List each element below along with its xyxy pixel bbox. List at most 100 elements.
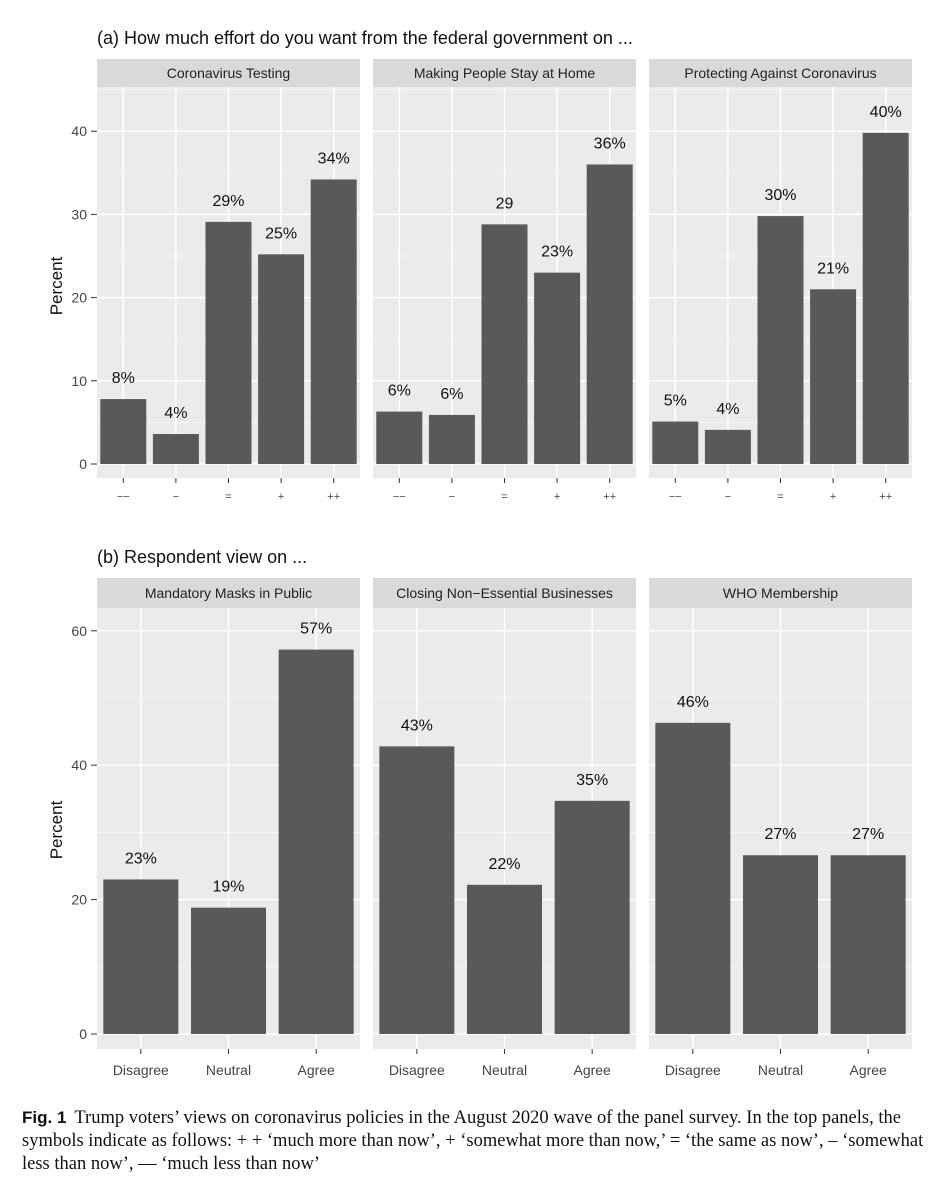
y-axis-label: Percent	[47, 800, 66, 859]
x-tick-label: +	[830, 491, 836, 503]
x-tick-label: Disagree	[389, 1062, 445, 1078]
x-tick-label: =	[225, 491, 231, 503]
bar	[100, 399, 147, 464]
bar-value-label: 36%	[594, 135, 626, 152]
y-tick-label: 30	[71, 206, 87, 222]
bar-value-label: 57%	[300, 621, 332, 638]
x-tick-label: ++	[327, 491, 340, 503]
bar-value-label: 8%	[112, 370, 135, 387]
x-tick-label: −−	[393, 491, 406, 503]
bar-value-label: 40%	[870, 104, 902, 121]
y-tick-label: 20	[71, 290, 87, 306]
x-tick-label: Agree	[297, 1062, 335, 1078]
bar	[152, 434, 199, 464]
x-tick-label: −−	[669, 491, 682, 503]
x-tick-label: −	[449, 491, 455, 503]
caption-text: Trump voters’ views on coronavirus polic…	[22, 1108, 924, 1174]
bar	[704, 429, 751, 464]
bar	[757, 216, 804, 464]
facet-strip	[97, 59, 360, 87]
bar-value-label: 27%	[852, 826, 884, 843]
y-tick-label: 10	[71, 373, 87, 389]
bar	[655, 722, 731, 1034]
bar	[278, 649, 354, 1034]
bar-value-label: 46%	[677, 694, 709, 711]
bar-value-label: 6%	[388, 383, 411, 400]
x-tick-label: Agree	[849, 1062, 887, 1078]
x-tick-label: −	[173, 491, 179, 503]
bar	[743, 855, 818, 1034]
x-tick-label: −	[725, 491, 731, 503]
bar	[310, 179, 357, 464]
figure: (a) How much effort do you want from the…	[47, 28, 912, 1078]
panel-section-title: (b) Respondent view on ...	[97, 547, 307, 567]
bar	[586, 164, 633, 465]
facet-title: Closing Non−Essential Businesses	[396, 585, 613, 601]
bar-value-label: 27%	[764, 826, 796, 843]
y-tick-label: 40	[71, 757, 87, 773]
y-tick-label: 40	[71, 123, 87, 139]
panel-section-title: (a) How much effort do you want from the…	[97, 28, 633, 48]
facet-strip	[97, 578, 360, 608]
bar	[554, 800, 630, 1034]
x-tick-label: =	[777, 491, 783, 503]
bar-value-label: 4%	[164, 405, 187, 422]
facet-strip	[373, 578, 636, 608]
bar-value-label: 25%	[265, 225, 297, 242]
x-tick-label: Neutral	[206, 1062, 251, 1078]
facet-strip	[649, 578, 912, 608]
y-tick-label: 0	[79, 1026, 87, 1042]
facet-title: Mandatory Masks in Public	[145, 585, 312, 601]
figure-caption: Fig. 1 Trump voters’ views on coronavirus…	[22, 1106, 927, 1176]
bar-value-label: 19%	[212, 879, 244, 896]
bar	[258, 254, 305, 464]
bar	[103, 879, 179, 1034]
y-axis-label: Percent	[47, 256, 66, 315]
bar-value-label: 22%	[488, 856, 520, 873]
x-tick-label: Neutral	[482, 1062, 527, 1078]
bar-value-label: 29%	[212, 193, 244, 210]
y-tick-label: 0	[79, 456, 87, 472]
bar-value-label: 21%	[817, 260, 849, 277]
bar-value-label: 34%	[318, 150, 350, 167]
facet-title: Protecting Against Coronavirus	[684, 65, 876, 81]
x-tick-label: Neutral	[758, 1062, 803, 1078]
bar	[534, 272, 581, 464]
bar	[379, 746, 455, 1034]
bar	[467, 884, 542, 1034]
x-tick-label: ++	[603, 491, 616, 503]
bar	[481, 224, 528, 464]
y-tick-label: 60	[71, 623, 87, 639]
facet-strip	[373, 59, 636, 87]
facet-title: Coronavirus Testing	[167, 65, 290, 81]
bar	[376, 411, 423, 464]
caption-label: Fig. 1	[22, 1108, 67, 1127]
x-tick-label: +	[554, 491, 560, 503]
bar-value-label: 35%	[576, 772, 608, 789]
x-tick-label: =	[501, 491, 507, 503]
bar-value-label: 5%	[664, 393, 687, 410]
y-tick-label: 20	[71, 892, 87, 908]
x-tick-label: −−	[117, 491, 130, 503]
facet-title: WHO Membership	[723, 585, 838, 601]
facet-title: Making People Stay at Home	[414, 65, 596, 81]
facet-strip	[649, 59, 912, 87]
x-tick-label: Disagree	[665, 1062, 721, 1078]
bar	[830, 855, 906, 1034]
bar-value-label: 43%	[401, 717, 433, 734]
x-tick-label: Disagree	[113, 1062, 169, 1078]
bar	[652, 421, 699, 464]
bar	[191, 907, 266, 1034]
bar	[428, 414, 475, 464]
bar-value-label: 6%	[440, 386, 463, 403]
x-tick-label: Agree	[573, 1062, 611, 1078]
bar-value-label: 4%	[716, 401, 739, 418]
x-tick-label: ++	[879, 491, 892, 503]
bar-value-label: 29	[496, 195, 514, 212]
bar-value-label: 30%	[764, 187, 796, 204]
bar-value-label: 23%	[541, 244, 573, 261]
bar	[205, 221, 252, 464]
bar	[810, 289, 857, 464]
bar	[862, 132, 909, 464]
bar-value-label: 23%	[125, 850, 157, 867]
